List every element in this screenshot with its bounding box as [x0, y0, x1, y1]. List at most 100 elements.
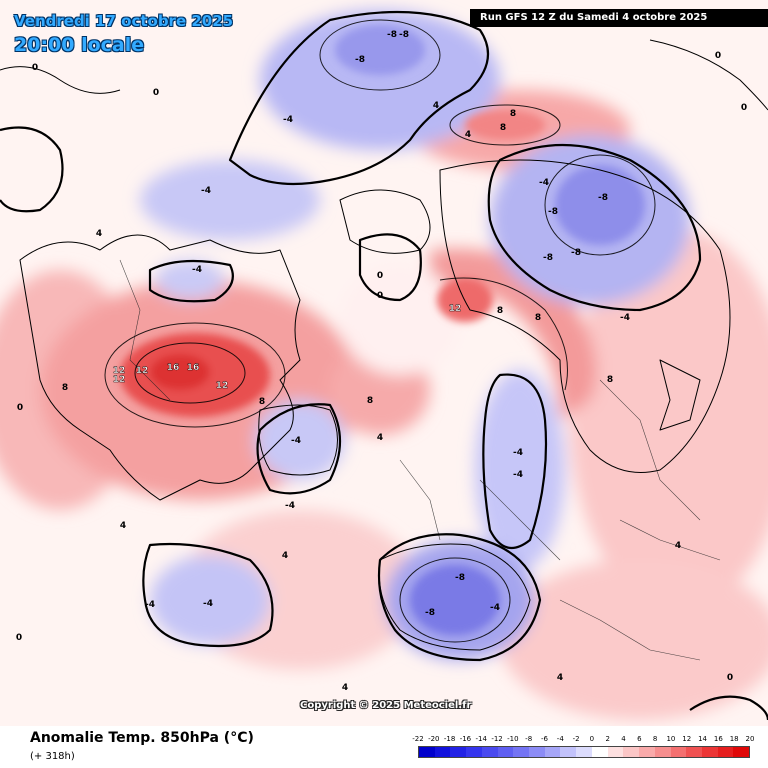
- legend-tick-label: 6: [637, 735, 642, 743]
- coastline-europe: [339, 189, 431, 254]
- contour-label: 12: [113, 366, 126, 376]
- contour-label: -4: [620, 313, 630, 323]
- legend-tick-label: 0: [589, 735, 595, 743]
- copyright-notice: Copyright © 2025 Meteociel.fr: [300, 700, 472, 711]
- legend-swatch: [560, 747, 577, 757]
- contour-label: -8: [598, 193, 608, 203]
- contour-label: 0: [153, 88, 159, 98]
- contour-label: 0: [17, 403, 23, 413]
- contour-label: -4: [201, 186, 211, 196]
- contour-label: 16: [167, 363, 180, 373]
- cold-anomaly-pacific: [150, 555, 270, 645]
- contour-label: 4: [675, 541, 681, 551]
- cold-anomaly-greenland: [255, 400, 345, 480]
- contour-label: -4: [203, 599, 213, 609]
- cold-anomaly-canada: [140, 160, 320, 240]
- zero-contour-siberia: [487, 143, 702, 312]
- contour-label: -8: [548, 207, 558, 217]
- legend-tick-label: 20: [745, 735, 755, 743]
- borders: [119, 259, 721, 661]
- zero-contour-west: [0, 126, 64, 213]
- legend-tick-label: -18: [443, 735, 456, 743]
- contour-label: -4: [291, 436, 301, 446]
- legend-tick-label: 10: [666, 735, 676, 743]
- contour-label: 4: [96, 229, 102, 239]
- zero-contour-gulf: [482, 373, 548, 550]
- contour-label: -4: [192, 265, 202, 275]
- contour-label: -4: [145, 600, 155, 610]
- contour-label: 8: [497, 306, 503, 316]
- cold-anomaly-gulf: [475, 370, 565, 570]
- cold-anomaly-left: [155, 260, 225, 300]
- contour-label: -8: [543, 253, 553, 263]
- legend-swatch: [701, 747, 718, 757]
- contour-label: -8: [455, 573, 465, 583]
- model-run-banner: Run GFS 12 Z du Samedi 4 octobre 2025: [470, 9, 768, 27]
- legend-swatch: [717, 747, 734, 757]
- contour-label: -4: [285, 501, 295, 511]
- contour-label: -8: [355, 55, 365, 65]
- coastline-south: [378, 543, 531, 651]
- warm-anomaly-southeast: [500, 560, 768, 720]
- legend-swatch: [733, 747, 750, 757]
- legend-swatch: [544, 747, 561, 757]
- legend-swatch: [670, 747, 687, 757]
- contour-label: -8: [399, 30, 409, 40]
- legend-swatch: [639, 747, 655, 757]
- legend-tick-label: -8: [525, 735, 533, 743]
- contour-label: 12: [449, 304, 462, 314]
- zero-contours: [0, 10, 768, 721]
- zero-contour-left: [148, 259, 234, 303]
- contour-label: 0: [727, 673, 733, 683]
- contour-label: -4: [539, 178, 549, 188]
- legend-tick-label: 12: [682, 735, 692, 743]
- contour-label: 4: [433, 101, 439, 111]
- legend-tick-label: 8: [652, 735, 658, 743]
- anomaly-contours: [104, 19, 656, 643]
- contour-label: 0: [377, 291, 383, 301]
- contour-label: 0: [377, 271, 383, 281]
- legend-tick-label: -2: [572, 735, 580, 743]
- valid-date: Vendredi 17 octobre 2025: [14, 12, 234, 30]
- legend-tick-label: 18: [729, 735, 739, 743]
- warm-core-ne: [465, 110, 545, 140]
- zero-contour-north: [228, 10, 490, 186]
- legend-tick-label: 4: [621, 735, 626, 743]
- contour-label: 4: [282, 551, 288, 561]
- contour-label: -8: [571, 248, 581, 258]
- product-title: Anomalie Temp. 850hPa (°C): [30, 730, 254, 746]
- legend-swatch: [607, 747, 624, 757]
- legend-swatch: [419, 747, 435, 757]
- contour-label: 4: [465, 130, 471, 140]
- contour-label: 16: [187, 363, 200, 373]
- coastline-topright: [649, 39, 768, 111]
- coastline-north-america: [19, 234, 301, 501]
- contour-label: 8: [62, 383, 68, 393]
- legend-swatch: [686, 747, 702, 757]
- legend-tick-label: -20: [428, 735, 440, 743]
- contour-label: 8: [510, 109, 516, 119]
- contour-label: -4: [513, 470, 523, 480]
- forecast-lead-time: (+ 318h): [30, 751, 75, 762]
- cold-core-south: [410, 565, 500, 635]
- contour-label: 4: [342, 683, 348, 693]
- contour-label: -4: [490, 603, 500, 613]
- zero-contour-southeast: [689, 695, 768, 721]
- legend-tick-label: -4: [556, 735, 564, 743]
- zero-contour-center: [358, 233, 422, 302]
- cold-core-siberia: [555, 165, 645, 245]
- cold-core-north: [335, 25, 425, 75]
- zero-contour-south: [377, 533, 542, 662]
- legend-swatch: [576, 747, 592, 757]
- legend-tick-label: -22: [412, 735, 424, 743]
- color-scale-legend: [418, 746, 750, 758]
- contour-label: 8: [500, 123, 506, 133]
- contour-label: 4: [120, 521, 126, 531]
- contour-label: 8: [607, 375, 613, 385]
- legend-tick-label: 14: [698, 735, 708, 743]
- contour-label: -4: [513, 448, 523, 458]
- contour-label: 0: [715, 51, 721, 61]
